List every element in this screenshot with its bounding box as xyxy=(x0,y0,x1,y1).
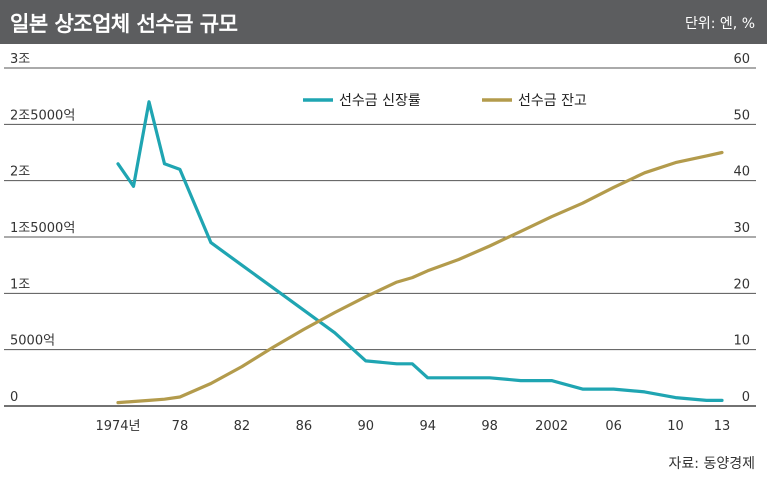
y-right-tick-label: 10 xyxy=(733,334,750,349)
y-left-tick-label: 2조 xyxy=(10,165,30,180)
y-left-tick-label: 1조 xyxy=(10,277,30,292)
y-right-tick-label: 40 xyxy=(733,165,750,180)
unit-label: 단위: 엔, % xyxy=(684,16,755,32)
title-bar: 일본 상조업체 선수금 규모 단위: 엔, % xyxy=(0,0,767,44)
y-right-tick-label: 0 xyxy=(742,390,750,405)
y-right-tick-label: 30 xyxy=(733,221,750,236)
x-tick-label: 78 xyxy=(172,419,189,434)
x-tick-label: 90 xyxy=(358,419,375,434)
x-tick-label: 13 xyxy=(714,419,731,434)
x-tick-label: 1974년 xyxy=(95,419,140,434)
x-tick-label: 10 xyxy=(667,419,684,434)
legend-label: 선수금 잔고 xyxy=(518,93,587,109)
source-note: 자료: 동양경제 xyxy=(668,456,755,472)
y-left-tick-label: 5000억 xyxy=(10,334,55,349)
x-tick-label: 94 xyxy=(419,419,436,434)
series-line-balance xyxy=(116,150,724,405)
y-left-tick-label: 3조 xyxy=(10,52,30,67)
series-line-growth-rate xyxy=(116,100,724,402)
y-left-ticks: 0 5000억 1조 1조5000억 2조 2조5000억 3조 xyxy=(10,52,75,405)
y-left-tick-label: 1조5000억 xyxy=(10,221,75,236)
legend-label: 선수금 신장률 xyxy=(339,93,421,109)
y-right-tick-label: 50 xyxy=(733,108,750,123)
legend: 선수금 신장률 선수금 잔고 xyxy=(303,93,587,109)
x-tick-label: 06 xyxy=(605,419,622,434)
x-tick-label: 86 xyxy=(296,419,313,434)
y-right-ticks: 0 10 20 30 40 50 60 xyxy=(733,52,750,405)
y-right-tick-label: 60 xyxy=(733,52,750,67)
x-tick-label: 98 xyxy=(481,419,498,434)
y-left-tick-label: 2조5000억 xyxy=(10,108,75,123)
grid-lines xyxy=(4,67,756,407)
y-left-tick-label: 0 xyxy=(10,390,18,405)
y-right-tick-label: 20 xyxy=(733,277,750,292)
series-lines xyxy=(116,100,724,405)
x-tick-label: 2002 xyxy=(535,419,568,434)
x-tick-label: 82 xyxy=(234,419,251,434)
x-ticks: 1974년 78 82 86 90 94 98 2002 06 10 13 xyxy=(95,419,730,434)
chart-title: 일본 상조업체 선수금 규모 xyxy=(10,12,238,36)
